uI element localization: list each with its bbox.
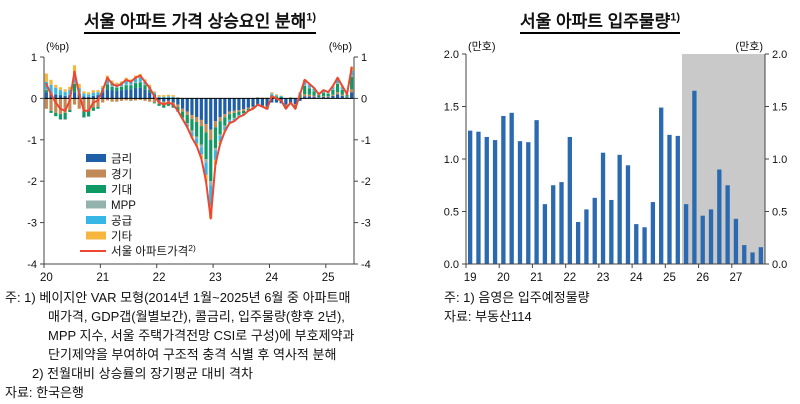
svg-text:(만호): (만호)	[468, 40, 496, 53]
note-line: 2) 전월대비 상승률의 장기평균 대비 격차	[32, 365, 253, 381]
svg-text:0: 0	[361, 93, 367, 105]
svg-text:1: 1	[361, 52, 367, 64]
svg-text:금리: 금리	[111, 152, 132, 165]
svg-text:MPP: MPP	[111, 200, 136, 212]
svg-text:26: 26	[696, 272, 709, 284]
svg-text:22: 22	[153, 272, 166, 284]
svg-text:공급: 공급	[111, 215, 132, 227]
svg-text:-4: -4	[361, 259, 371, 271]
svg-text:1.5: 1.5	[444, 101, 459, 113]
right-chart-title: 서울 아파트 입주물량1)	[400, 6, 800, 34]
note-line: 단기제약을 부여하여 구조적 충격 식별 후 역사적 분해	[48, 346, 337, 362]
svg-text:1.0: 1.0	[444, 154, 459, 166]
price-line	[45, 66, 353, 220]
svg-text:-1: -1	[361, 134, 371, 146]
svg-text:0.5: 0.5	[444, 206, 459, 218]
svg-text:기대: 기대	[111, 183, 132, 196]
svg-text:24: 24	[265, 272, 278, 284]
note-line: 매가격, GDP갭(월별보간), 콜금리, 입주물량(향후 2년),	[48, 308, 345, 324]
svg-text:23: 23	[209, 272, 222, 284]
svg-text:25: 25	[663, 272, 676, 284]
svg-text:1: 1	[31, 52, 37, 64]
svg-text:0.0: 0.0	[772, 259, 787, 271]
svg-text:-4: -4	[27, 259, 37, 271]
svg-text:1.5: 1.5	[772, 101, 787, 113]
svg-text:25: 25	[322, 272, 335, 284]
svg-text:-2: -2	[361, 176, 371, 188]
svg-text:(%p): (%p)	[46, 41, 69, 53]
note-line: 주: 1) 음영은 입주예정물량	[444, 289, 590, 305]
svg-text:24: 24	[630, 272, 643, 284]
right-chart-title-footnote-mark: 1)	[670, 11, 680, 23]
svg-text:19: 19	[464, 272, 477, 284]
svg-text:(만호): (만호)	[735, 40, 763, 53]
right-chart-note: 주: 1) 음영은 입주예정물량 자료: 부동산114	[444, 288, 800, 326]
right-chart-title-text: 서울 아파트 입주물량	[520, 11, 671, 31]
svg-text:기타: 기타	[111, 230, 133, 243]
svg-text:2.0: 2.0	[772, 49, 787, 61]
left-chart-title-footnote-mark: 1)	[306, 11, 316, 23]
left-chart-title: 서울 아파트 가격 상승요인 분해1)	[0, 6, 400, 34]
svg-text:1.0: 1.0	[772, 154, 787, 166]
svg-text:22: 22	[563, 272, 576, 284]
svg-text:0.0: 0.0	[444, 259, 459, 271]
svg-text:서울 아파트가격2): 서울 아파트가격2)	[111, 243, 196, 258]
svg-text:21: 21	[530, 272, 543, 284]
svg-text:-2: -2	[27, 176, 37, 188]
svg-text:-1: -1	[27, 134, 37, 146]
right-panel: 서울 아파트 입주물량1) 0.0 0.0 0.5 0.5 1.0 1.0 1.5 1.5 2.…	[400, 2, 800, 326]
note-source: 자료: 한국은행	[5, 384, 84, 400]
svg-text:23: 23	[597, 272, 610, 284]
left-chart-title-text: 서울 아파트 가격 상승요인 분해	[84, 11, 307, 31]
volume-bars	[467, 90, 764, 264]
note-line: MPP 지수, 서울 주택가격전망 CSI로 구성)에 부호제약과	[48, 327, 355, 343]
svg-text:-3: -3	[27, 217, 37, 229]
stacked-bars	[44, 64, 354, 219]
note-line: 주: 1) 베이지안 VAR 모형(2014년 1월~2025년 6월 중 아파…	[5, 289, 351, 305]
svg-text:(%p): (%p)	[329, 41, 352, 53]
left-chart-canvas: 1 10 0-1 -1-2 -2-3 -3-4 -420 21 22 23 24 25(%p) (%p)…	[27, 41, 371, 284]
svg-text:2.0: 2.0	[444, 49, 459, 61]
left-chart-note: 주: 1) 베이지안 VAR 모형(2014년 1월~2025년 6월 중 아파…	[0, 288, 400, 402]
svg-text:21: 21	[96, 272, 109, 284]
svg-text:27: 27	[730, 272, 743, 284]
svg-text:0: 0	[31, 93, 37, 105]
svg-text:경기: 경기	[111, 167, 132, 181]
svg-text:-3: -3	[361, 217, 371, 229]
svg-text:20: 20	[497, 272, 510, 284]
right-chart-canvas: 0.0 0.0 0.5 0.5 1.0 1.0 1.5 1.5 2.0 2.0 19 20 21 22 23…	[444, 40, 788, 284]
svg-text:0.5: 0.5	[772, 206, 787, 218]
left-panel: 서울 아파트 가격 상승요인 분해1) 1 1 0 0 -1 -1 -2 -2 -3 -3 -4 -4…	[0, 2, 400, 402]
note-source: 자료: 부동산114	[444, 308, 532, 324]
svg-text:20: 20	[40, 272, 53, 284]
